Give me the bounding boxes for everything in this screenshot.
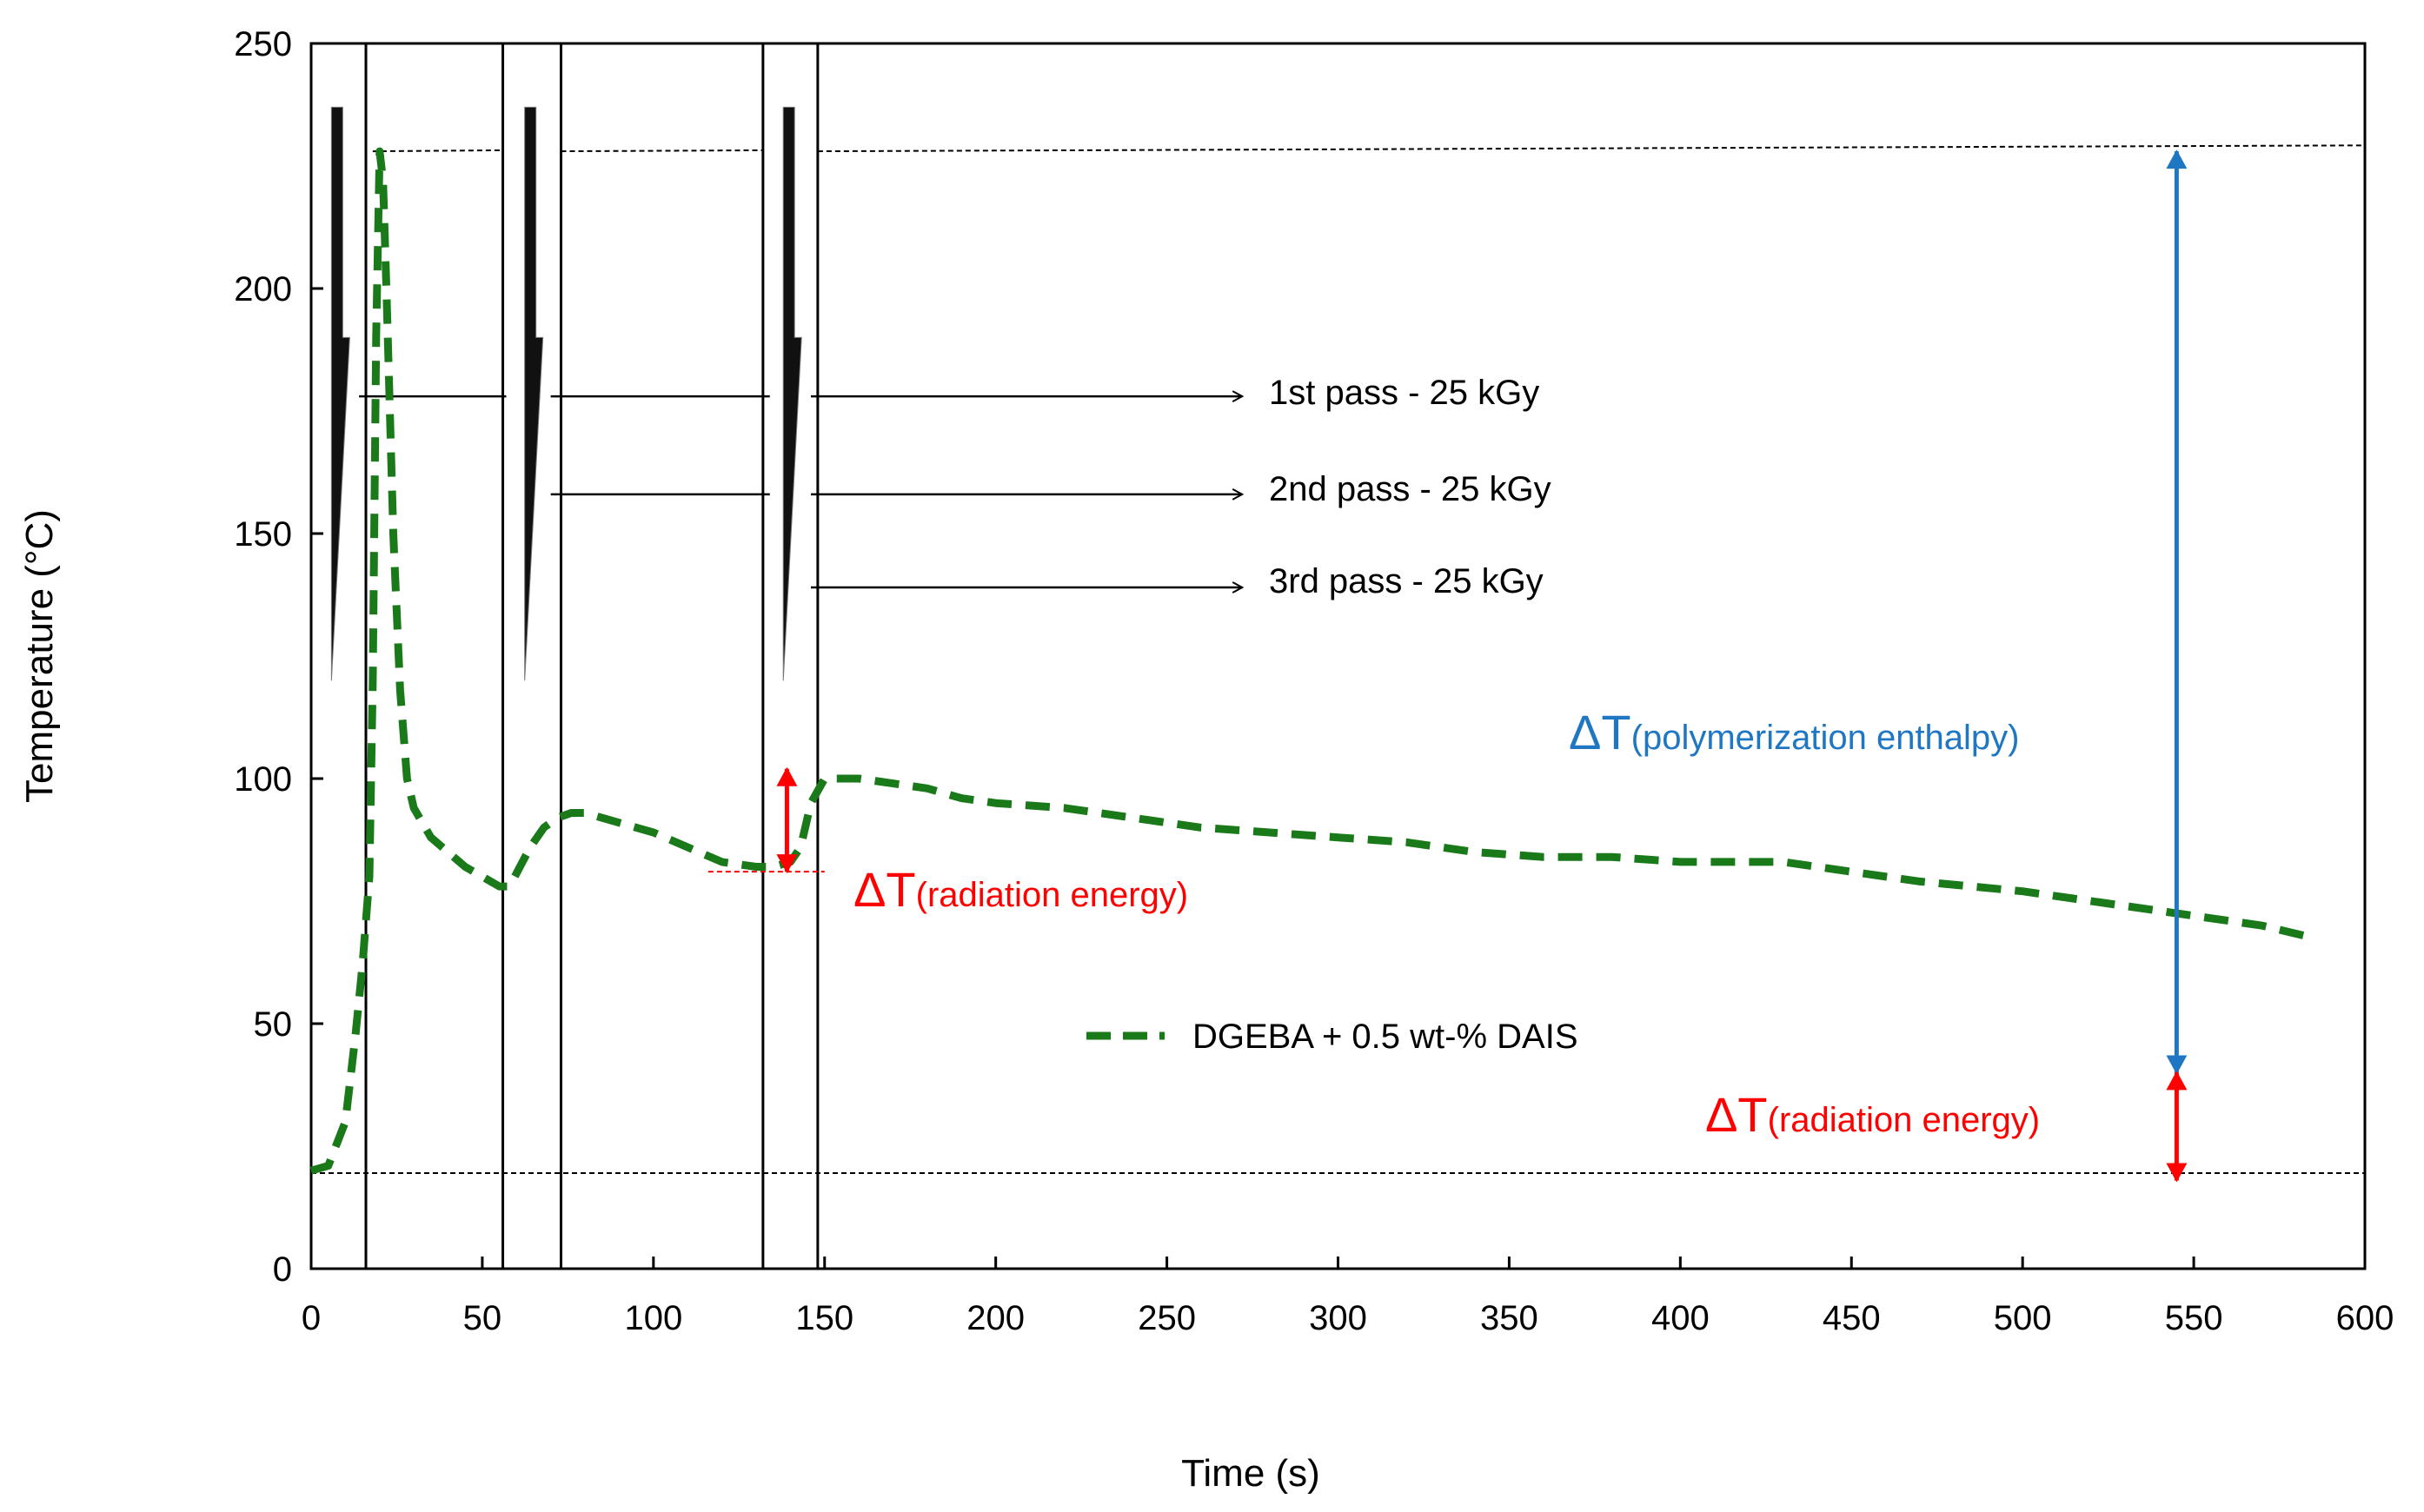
y-tick-label: 50 [254,1005,293,1044]
legend-label: DGEBA + 0.5 wt-% DAIS [1192,1018,1578,1056]
polymerization-enthalpy-label: ΔT(polymerization enthalpy) [1569,705,2020,759]
polymerization-enthalpy-text: (polymerization enthalpy) [1631,719,2020,757]
radiation-energy-delta-large: ΔT [1705,1087,1768,1142]
x-tick-label: 500 [1994,1299,2052,1337]
radiation-energy-text-small: (radiation energy) [916,876,1189,914]
x-axis-title: Time (s) [1181,1452,1320,1495]
pass-label-3: 3rd pass - 25 kGy [1269,562,1544,600]
x-tick-label: 450 [1823,1299,1881,1337]
max-level-segment [561,149,763,153]
plot-area [309,42,2367,1270]
radiation-pass-boxes [309,42,820,1270]
x-tick-label: 550 [2165,1299,2223,1337]
radiation-pass-box [761,42,820,1270]
x-tick-label: 350 [1480,1299,1538,1337]
y-ticks: 0 50 100 150 200 250 [234,25,323,1289]
pass-label-2: 2nd pass - 25 kGy [1269,470,1551,508]
y-tick-label: 150 [234,515,292,554]
pass-label-1: 1st pass - 25 kGy [1269,374,1539,412]
radiation-pass-box [309,42,368,1270]
x-tick-label: 150 [795,1299,853,1337]
x-tick-label: 200 [966,1299,1025,1337]
x-tick-label: 600 [2336,1299,2394,1337]
legend: DGEBA + 0.5 wt-% DAIS [1086,1018,1578,1056]
max-level-segment [372,149,503,153]
radiation-beam-icon [524,106,544,681]
x-tick-label: 250 [1138,1299,1196,1337]
y-tick-label: 200 [234,270,292,308]
max-level-segment [817,144,2366,153]
polymerization-enthalpy-delta: ΔT [1569,705,1631,759]
radiation-energy-delta-small: ΔT [853,862,916,917]
series-line-dgeba-dais [309,147,2305,1175]
radiation-pass-box [501,42,562,1270]
y-tick-label: 250 [234,25,292,63]
x-tick-label: 50 [463,1299,502,1337]
y-axis-title: Temperature (°C) [18,509,61,803]
pass-arrows [359,396,1242,587]
radiation-beam-icon [330,106,350,681]
max-level-reference-line [372,144,2366,153]
x-tick-label: 0 [302,1299,321,1337]
radiation-energy-label-small: ΔT(radiation energy) [853,862,1188,917]
y-tick-label: 100 [234,760,292,799]
x-tick-label: 400 [1651,1299,1710,1337]
radiation-beam-icon [782,106,802,681]
radiation-energy-text-large: (radiation energy) [1768,1101,2041,1139]
x-tick-label: 300 [1309,1299,1367,1337]
radiation-energy-label-large: ΔT(radiation energy) [1705,1087,2040,1142]
y-tick-label: 0 [273,1250,292,1289]
x-tick-label: 100 [624,1299,682,1337]
